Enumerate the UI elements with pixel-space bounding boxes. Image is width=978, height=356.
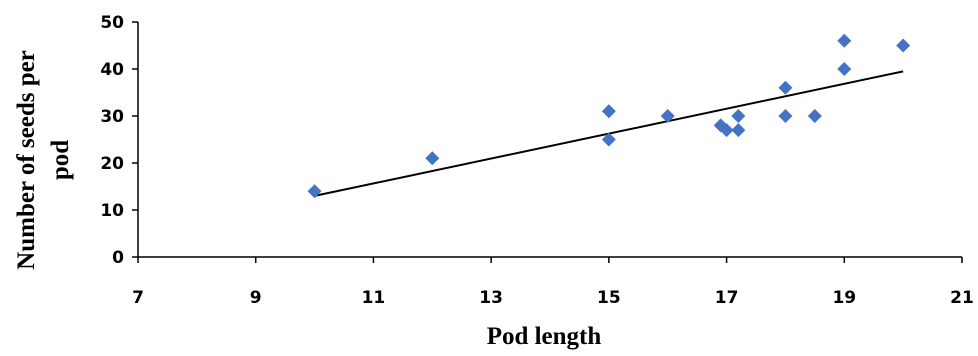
x-tick-label: 13: [479, 288, 503, 308]
data-point: [778, 80, 793, 95]
x-tick-label: 21: [950, 288, 974, 308]
data-point: [425, 151, 440, 166]
data-point: [719, 123, 734, 138]
data-point: [837, 62, 852, 76]
x-tick-label: 17: [715, 288, 739, 308]
y-tick-label: 30: [100, 107, 124, 127]
y-axis-title-line-2: pod: [47, 140, 74, 180]
y-axis-title-line-1: Number of seeds per: [13, 50, 40, 270]
y-tick-label: 50: [100, 13, 124, 33]
data-point: [807, 109, 822, 123]
y-tick-label: 20: [100, 154, 124, 174]
x-tick-label: 15: [597, 288, 621, 308]
data-point: [896, 38, 911, 53]
data-point: [778, 109, 793, 123]
x-tick-label: 19: [832, 288, 856, 308]
x-tick-label: 9: [250, 288, 262, 308]
x-axis-title: Pod length: [487, 323, 602, 350]
data-point: [660, 109, 675, 123]
y-tick-label: 10: [100, 201, 124, 221]
data-point: [837, 33, 852, 48]
data-point: [601, 104, 616, 119]
y-axis-title: Number of seeds per pod: [13, 50, 74, 270]
axes: 0 10 20 30 40 50 7 9 11 13 15 17 19 21: [100, 13, 974, 308]
y-tick-label: 40: [100, 60, 124, 80]
x-tick-label: 7: [132, 288, 144, 308]
data-point: [731, 123, 746, 138]
y-tick-label: 0: [112, 248, 124, 268]
data-point: [731, 109, 746, 123]
x-tick-label: 11: [362, 288, 386, 308]
data-point: [601, 132, 616, 147]
data-points: [307, 33, 911, 199]
data-point: [307, 184, 322, 199]
